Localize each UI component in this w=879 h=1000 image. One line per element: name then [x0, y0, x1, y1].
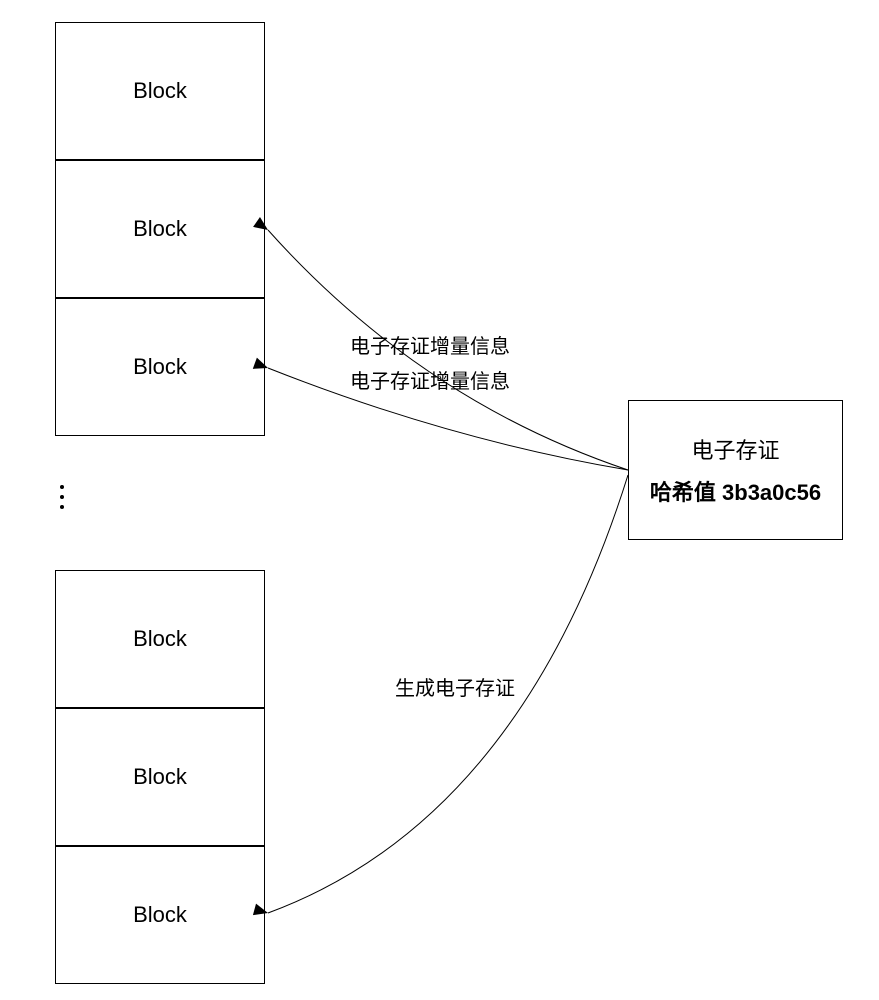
- cert-box: 电子存证 哈希值 3b3a0c56: [628, 400, 843, 540]
- block-box: Block: [55, 846, 265, 984]
- cert-title: 电子存证: [691, 433, 779, 465]
- ellipsis-icon: [60, 485, 64, 509]
- block-box: Block: [55, 160, 265, 298]
- block-box: Block: [55, 708, 265, 846]
- block-box: Block: [55, 22, 265, 160]
- edge-label: 生成电子存证: [395, 672, 515, 701]
- cert-hash-label: 哈希值: [650, 480, 716, 505]
- block-box: Block: [55, 298, 265, 436]
- edge-label: 电子存证增量信息: [350, 365, 510, 394]
- block-box: Block: [55, 570, 265, 708]
- cert-hash-line: 哈希值 3b3a0c56: [650, 475, 821, 507]
- cert-hash-value: 3b3a0c56: [722, 480, 821, 505]
- edge-label: 电子存证增量信息: [350, 330, 510, 359]
